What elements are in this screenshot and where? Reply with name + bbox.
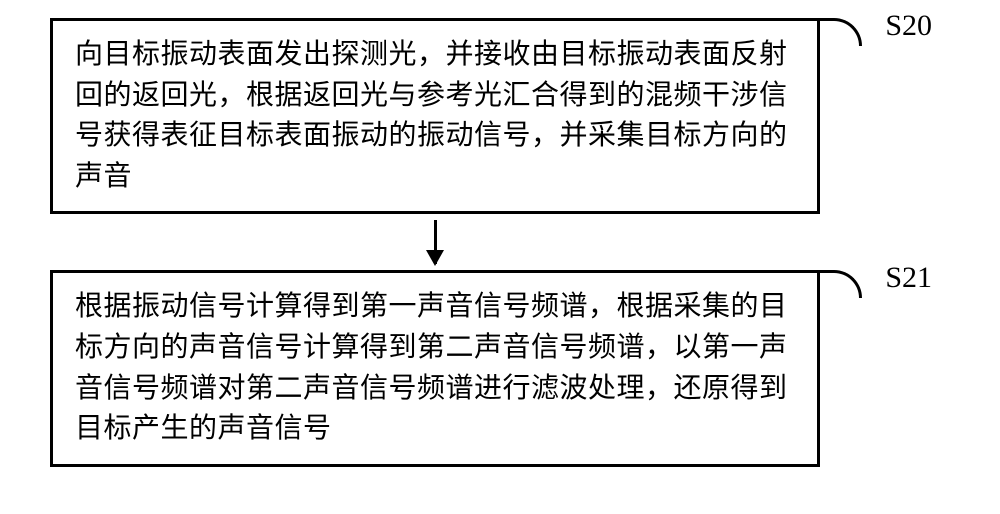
node-label-s21: S21	[885, 261, 932, 295]
connector-s20	[817, 18, 862, 46]
connector-s21	[817, 270, 862, 298]
flowchart-container: S20 向目标振动表面发出探测光，并接收由目标振动表面反射回的返回光，根据返回光…	[50, 18, 950, 467]
edge-s20-s21	[50, 214, 820, 270]
flowchart-node-s20: S20 向目标振动表面发出探测光，并接收由目标振动表面反射回的返回光，根据返回光…	[50, 18, 820, 214]
node-text-s21: 根据振动信号计算得到第一声音信号频谱，根据采集的目标方向的声音信号计算得到第二声…	[75, 287, 795, 449]
flowchart-node-s21: S21 根据振动信号计算得到第一声音信号频谱，根据采集的目标方向的声音信号计算得…	[50, 270, 820, 466]
arrow-down-icon	[434, 220, 437, 264]
node-label-s20: S20	[885, 9, 932, 43]
node-text-s20: 向目标振动表面发出探测光，并接收由目标振动表面反射回的返回光，根据返回光与参考光…	[75, 35, 795, 197]
